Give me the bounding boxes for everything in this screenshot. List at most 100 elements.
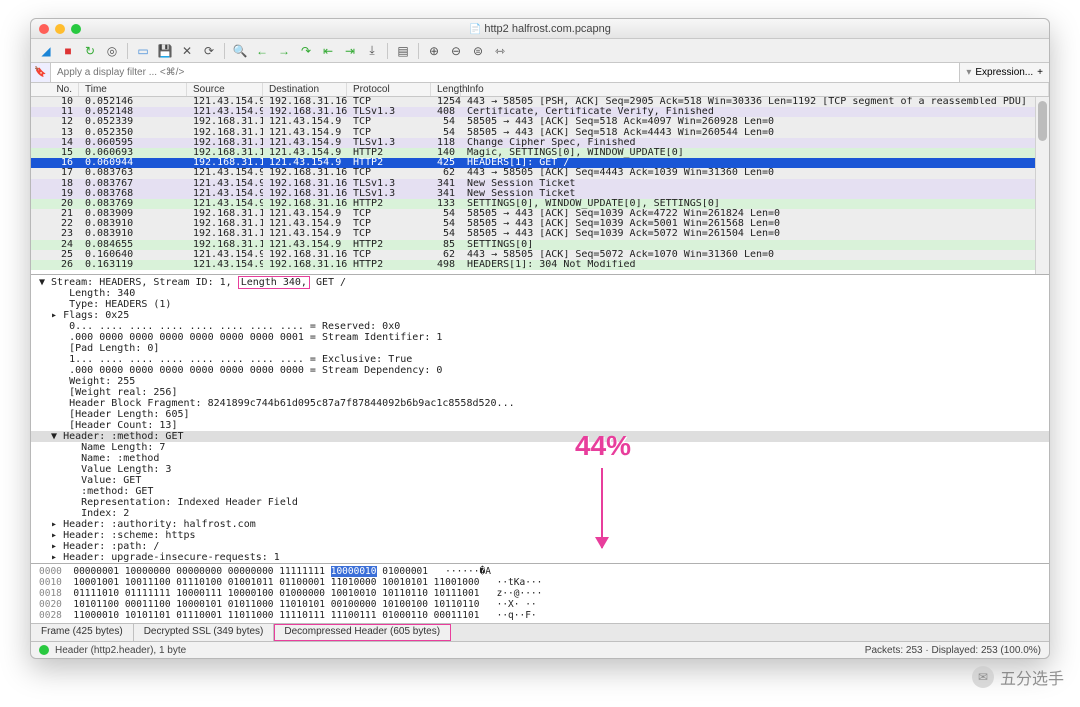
tree-line[interactable]: [Header Length: 605] bbox=[31, 409, 1049, 420]
col-header-protocol[interactable]: Protocol bbox=[347, 83, 431, 96]
forward-icon[interactable]: → bbox=[275, 42, 293, 60]
col-header-length[interactable]: Length bbox=[431, 83, 461, 96]
open-icon[interactable]: ▭ bbox=[134, 42, 152, 60]
packet-row[interactable]: 180.083767121.43.154.9192.168.31.166TLSv… bbox=[31, 179, 1049, 189]
filter-bookmark-icon[interactable]: 🔖 bbox=[31, 63, 51, 82]
col-header-info[interactable]: Info bbox=[461, 83, 1049, 96]
filter-dropdown-icon[interactable]: ▾ bbox=[966, 67, 971, 78]
packet-row[interactable]: 200.083769121.43.154.9192.168.31.166HTTP… bbox=[31, 199, 1049, 209]
save-icon[interactable]: 💾 bbox=[156, 42, 174, 60]
tree-line-selected[interactable]: ▼ Header: :method: GET bbox=[31, 431, 1049, 442]
shark-fin-icon[interactable]: ◢ bbox=[37, 42, 55, 60]
close-icon[interactable]: ✕ bbox=[178, 42, 196, 60]
tree-line[interactable]: .000 0000 0000 0000 0000 0000 0000 0001 … bbox=[31, 332, 1049, 343]
colorize-icon[interactable]: ▤ bbox=[394, 42, 412, 60]
tree-line[interactable]: ▸ Header: :authority: halfrost.com bbox=[31, 519, 1049, 530]
tree-line[interactable]: Length: 340 bbox=[31, 288, 1049, 299]
packet-row[interactable]: 110.052148121.43.154.9192.168.31.166TLSv… bbox=[31, 107, 1049, 117]
back-icon[interactable]: ← bbox=[253, 42, 271, 60]
tree-line[interactable]: ▸ Header: upgrade-insecure-requests: 1 bbox=[31, 552, 1049, 563]
tree-line[interactable]: 0... .... .... .... .... .... .... .... … bbox=[31, 321, 1049, 332]
packet-row[interactable]: 130.052350192.168.31.1…121.43.154.9TCP54… bbox=[31, 128, 1049, 138]
goto-last-icon[interactable]: ⇥ bbox=[341, 42, 359, 60]
packet-row[interactable]: 160.060944192.168.31.1…121.43.154.9HTTP2… bbox=[31, 158, 1049, 168]
tree-line[interactable]: Name Length: 7 bbox=[31, 442, 1049, 453]
packet-row[interactable]: 210.083909192.168.31.1…121.43.154.9TCP54… bbox=[31, 209, 1049, 219]
col-header-no[interactable]: No. bbox=[31, 83, 79, 96]
tree-line[interactable]: [Pad Length: 0] bbox=[31, 343, 1049, 354]
restart-icon[interactable]: ↻ bbox=[81, 42, 99, 60]
tree-line[interactable]: ▸ Header: :path: / bbox=[31, 541, 1049, 552]
packet-row[interactable]: 170.083763121.43.154.9192.168.31.166TCP6… bbox=[31, 168, 1049, 178]
tree-line[interactable]: 1... .... .... .... .... .... .... .... … bbox=[31, 354, 1049, 365]
tree-line[interactable]: ▸ Header: :scheme: https bbox=[31, 530, 1049, 541]
hex-row[interactable]: 0028 11000010 10101101 01110001 11011000… bbox=[39, 610, 1041, 621]
packet-row[interactable]: 250.160640121.43.154.9192.168.31.166TCP6… bbox=[31, 250, 1049, 260]
tree-line[interactable]: .000 0000 0000 0000 0000 0000 0000 0000 … bbox=[31, 365, 1049, 376]
packet-list-pane: No. Time Source Destination Protocol Len… bbox=[31, 83, 1049, 275]
tree-line[interactable]: Weight: 255 bbox=[31, 376, 1049, 387]
expression-button[interactable]: Expression... bbox=[975, 67, 1033, 78]
packet-list-scrollbar[interactable] bbox=[1035, 97, 1049, 274]
reload-icon[interactable]: ⟳ bbox=[200, 42, 218, 60]
watermark-text: 五分选手 bbox=[1000, 665, 1064, 689]
window-title: http2 halfrost.com.pcapng bbox=[31, 23, 1049, 35]
tree-line[interactable]: Representation: Indexed Header Field bbox=[31, 497, 1049, 508]
hex-row[interactable]: 0000 00000001 10000000 00000000 00000000… bbox=[39, 566, 1041, 577]
options-icon[interactable]: ◎ bbox=[103, 42, 121, 60]
zoom-out-icon[interactable]: ⊖ bbox=[447, 42, 465, 60]
jump-icon[interactable]: ↷ bbox=[297, 42, 315, 60]
filter-row: 🔖 ▾ Expression... + bbox=[31, 63, 1049, 83]
tree-line[interactable]: :method: GET bbox=[31, 486, 1049, 497]
autoscroll-icon[interactable]: ⤓ bbox=[363, 42, 381, 60]
watermark: ✉ 五分选手 bbox=[972, 665, 1064, 689]
packet-row[interactable]: 100.052146121.43.154.9192.168.31.166TCP1… bbox=[31, 97, 1049, 107]
wechat-icon: ✉ bbox=[972, 666, 994, 688]
packet-row[interactable]: 190.083768121.43.154.9192.168.31.166TLSv… bbox=[31, 189, 1049, 199]
tree-line[interactable]: Type: HEADERS (1) bbox=[31, 299, 1049, 310]
tree-line[interactable]: Value: GET bbox=[31, 475, 1049, 486]
packet-details-pane[interactable]: ▼ Stream: HEADERS, Stream ID: 1, Length … bbox=[31, 275, 1049, 564]
bytes-tabs: Frame (425 bytes) Decrypted SSL (349 byt… bbox=[31, 624, 1049, 642]
packet-list-body[interactable]: 100.052146121.43.154.9192.168.31.166TCP1… bbox=[31, 97, 1049, 274]
packet-row[interactable]: 240.084655192.168.31.1…121.43.154.9HTTP2… bbox=[31, 240, 1049, 250]
find-icon[interactable]: 🔍 bbox=[231, 42, 249, 60]
display-filter-input[interactable] bbox=[51, 63, 959, 82]
tab-decompressed-header[interactable]: Decompressed Header (605 bytes) bbox=[274, 624, 451, 641]
col-header-time[interactable]: Time bbox=[79, 83, 187, 96]
packet-row[interactable]: 150.060693192.168.31.1…121.43.154.9HTTP2… bbox=[31, 148, 1049, 158]
col-header-destination[interactable]: Destination bbox=[263, 83, 347, 96]
stop-icon[interactable]: ■ bbox=[59, 42, 77, 60]
packet-row[interactable]: 140.060595192.168.31.1…121.43.154.9TLSv1… bbox=[31, 138, 1049, 148]
tree-line[interactable]: Value Length: 3 bbox=[31, 464, 1049, 475]
expert-info-icon[interactable] bbox=[39, 645, 49, 655]
statusbar: Header (http2.header), 1 byte Packets: 2… bbox=[31, 642, 1049, 658]
packet-row[interactable]: 260.163119121.43.154.9192.168.31.166HTTP… bbox=[31, 260, 1049, 270]
tab-decrypted-ssl[interactable]: Decrypted SSL (349 bytes) bbox=[134, 624, 275, 641]
hex-dump-pane[interactable]: 0000 00000001 10000000 00000000 00000000… bbox=[31, 564, 1049, 624]
status-packet-count: Packets: 253 · Displayed: 253 (100.0%) bbox=[865, 645, 1041, 656]
tree-line[interactable]: [Header Count: 13] bbox=[31, 420, 1049, 431]
tree-line[interactable]: [Weight real: 256] bbox=[31, 387, 1049, 398]
tab-frame[interactable]: Frame (425 bytes) bbox=[31, 624, 134, 641]
tree-line[interactable]: Index: 2 bbox=[31, 508, 1049, 519]
zoom-reset-icon[interactable]: ⊜ bbox=[469, 42, 487, 60]
tree-line[interactable]: ▼ Stream: HEADERS, Stream ID: 1, Length … bbox=[31, 277, 1049, 288]
hex-row[interactable]: 0018 01111010 01111111 10000111 10000100… bbox=[39, 588, 1041, 599]
tree-line[interactable]: Name: :method bbox=[31, 453, 1049, 464]
tree-line[interactable]: Header Block Fragment: 8241899c744b61d09… bbox=[31, 398, 1049, 409]
zoom-in-icon[interactable]: ⊕ bbox=[425, 42, 443, 60]
titlebar: http2 halfrost.com.pcapng bbox=[31, 19, 1049, 39]
packet-row[interactable]: 120.052339192.168.31.1…121.43.154.9TCP54… bbox=[31, 117, 1049, 127]
add-filter-button[interactable]: + bbox=[1037, 67, 1043, 78]
hex-row[interactable]: 0010 10001001 10011100 01110100 01001011… bbox=[39, 577, 1041, 588]
packet-row[interactable]: 230.083910192.168.31.1…121.43.154.9TCP54… bbox=[31, 229, 1049, 239]
packet-list-header: No. Time Source Destination Protocol Len… bbox=[31, 83, 1049, 97]
goto-first-icon[interactable]: ⇤ bbox=[319, 42, 337, 60]
packet-row[interactable]: 220.083910192.168.31.1…121.43.154.9TCP54… bbox=[31, 219, 1049, 229]
hex-row[interactable]: 0020 10101100 00011100 10000101 01011000… bbox=[39, 599, 1041, 610]
app-window: http2 halfrost.com.pcapng ◢ ■ ↻ ◎ ▭ 💾 ✕ … bbox=[30, 18, 1050, 659]
tree-line[interactable]: ▸ Flags: 0x25 bbox=[31, 310, 1049, 321]
resize-cols-icon[interactable]: ⇿ bbox=[491, 42, 509, 60]
col-header-source[interactable]: Source bbox=[187, 83, 263, 96]
